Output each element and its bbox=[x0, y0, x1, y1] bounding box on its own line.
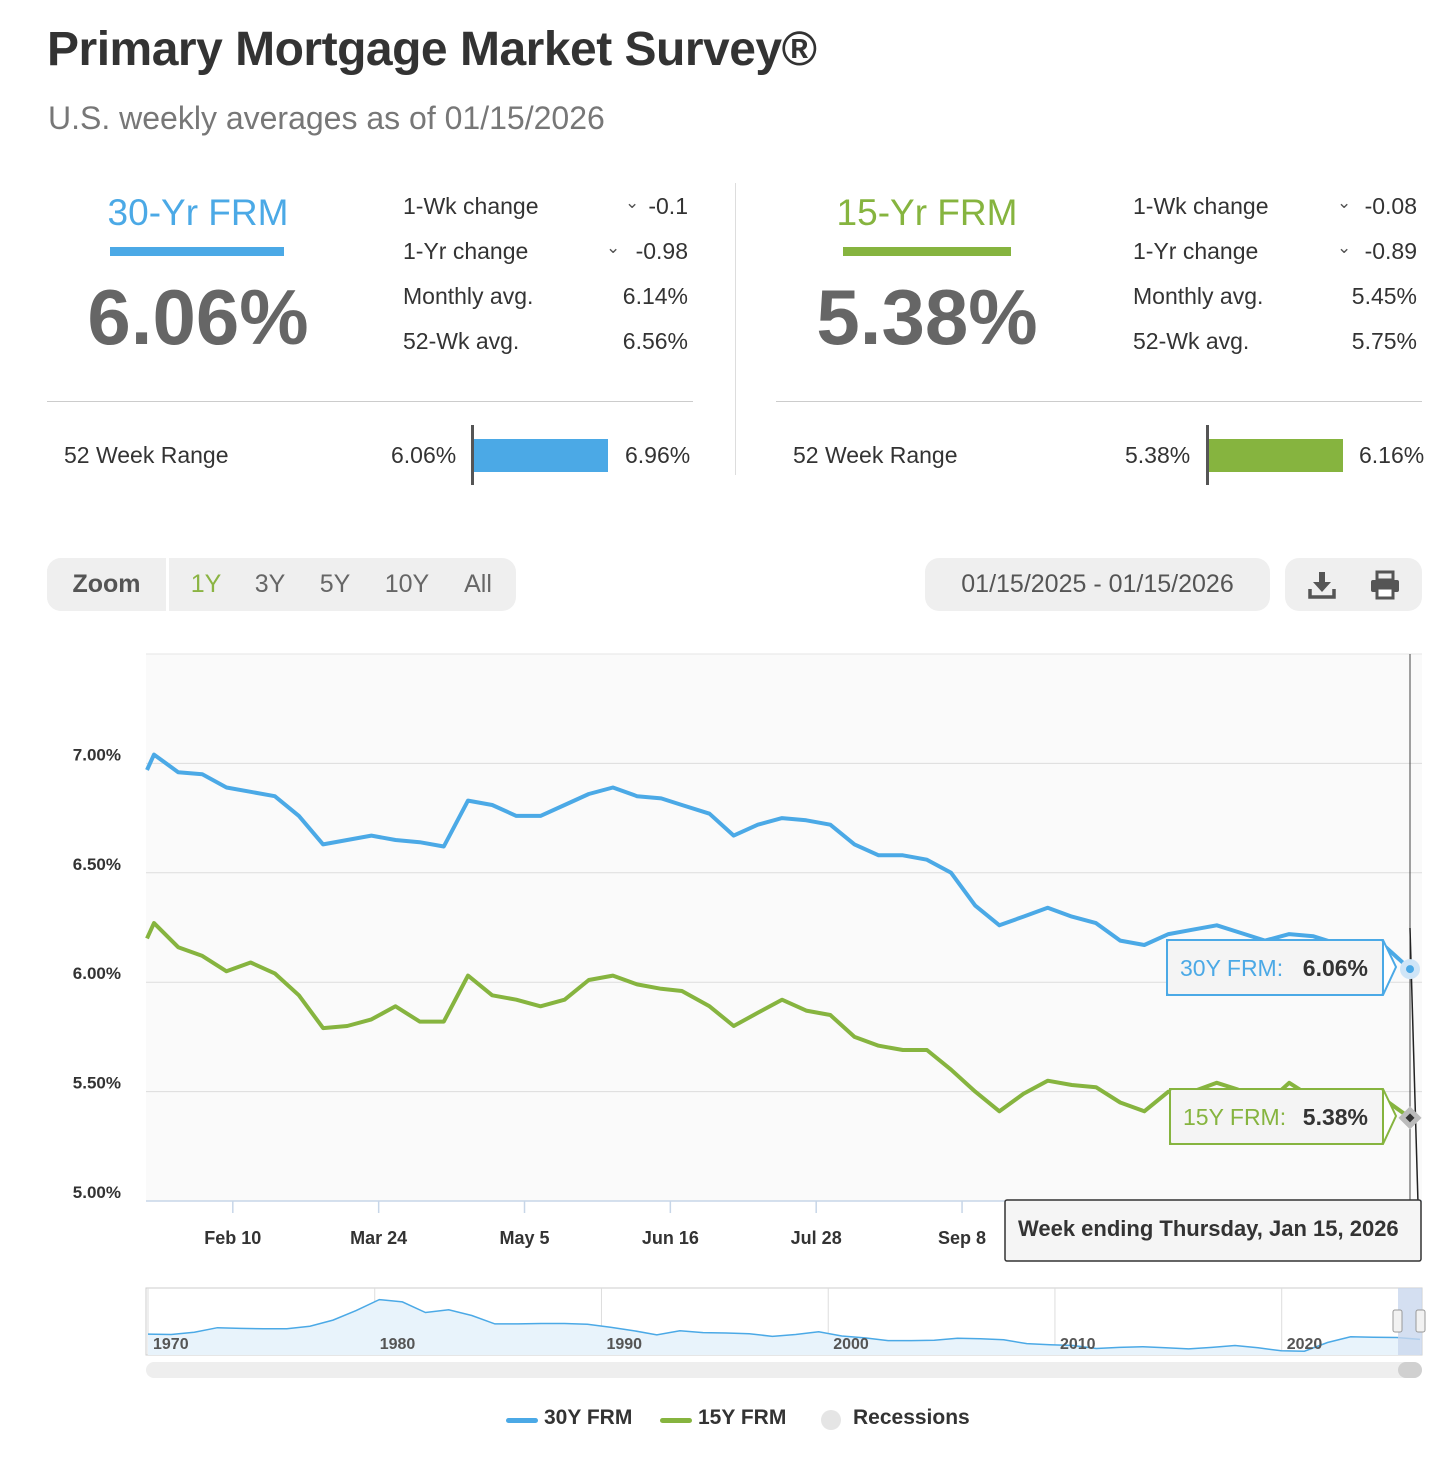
chevron-down-icon: ⌄ bbox=[625, 193, 640, 212]
frm30-range-bar bbox=[474, 439, 608, 472]
download-icon[interactable] bbox=[1306, 569, 1338, 601]
frm15-range-label: 52 Week Range bbox=[793, 442, 958, 468]
chevron-down-icon: ⌄ bbox=[1337, 193, 1352, 212]
tooltip-30y: 30Y FRM: 6.06% bbox=[1166, 939, 1398, 996]
frm15-stat-value: 5.45% bbox=[1351, 283, 1417, 309]
frm30-range-high: 6.96% bbox=[625, 442, 691, 468]
date-range-input[interactable]: 01/15/2025 - 01/15/2026 bbox=[925, 558, 1270, 611]
legend-15y-swatch bbox=[660, 1418, 692, 1423]
y-tick-label: 7.00% bbox=[73, 745, 121, 764]
y-tick-label: 6.50% bbox=[73, 855, 121, 874]
page-subtitle: U.S. weekly averages as of 01/15/2026 bbox=[48, 100, 605, 136]
legend-recessions[interactable]: Recessions bbox=[853, 1406, 970, 1429]
navigator-label: 1970 bbox=[153, 1336, 189, 1353]
frm30-rate: 6.06% bbox=[87, 273, 309, 361]
x-tick-label: Feb 10 bbox=[204, 1228, 261, 1248]
export-tools bbox=[1285, 558, 1422, 611]
frm15-stat-label: Monthly avg. bbox=[1133, 283, 1264, 309]
navigator-label: 2020 bbox=[1287, 1336, 1323, 1353]
series-15y-hover-point bbox=[1398, 1106, 1422, 1130]
y-tick-label: 5.00% bbox=[73, 1183, 121, 1202]
range-marker bbox=[471, 425, 474, 485]
chevron-down-icon: ⌄ bbox=[1337, 238, 1352, 257]
range-marker bbox=[1206, 425, 1209, 485]
chevron-down-icon: ⌄ bbox=[606, 238, 621, 257]
frm30-range-label: 52 Week Range bbox=[64, 442, 229, 468]
zoom-all-button[interactable]: All bbox=[464, 570, 492, 598]
frm15-color-bar bbox=[843, 247, 1011, 256]
frm30-stat-value: -0.98 bbox=[635, 238, 688, 264]
divider bbox=[776, 401, 1422, 402]
y-tick-label: 6.00% bbox=[73, 964, 121, 983]
series-30y-line[interactable] bbox=[145, 752, 1412, 971]
navigator-label: 2000 bbox=[833, 1336, 869, 1353]
tooltip-date-label: Week ending Thursday, Jan 15, 2026 bbox=[1018, 1216, 1399, 1241]
tooltip-30y-label: 30Y FRM: bbox=[1180, 955, 1283, 981]
tooltip-30y-value: 6.06% bbox=[1303, 955, 1368, 981]
navigator-label: 1980 bbox=[380, 1336, 416, 1353]
y-tick-label: 5.50% bbox=[73, 1074, 121, 1093]
frm30-name: 30-Yr FRM bbox=[107, 192, 289, 233]
frm15-stat-value: -0.08 bbox=[1364, 193, 1417, 219]
frm15-stat-label: 1-Yr change bbox=[1133, 238, 1259, 264]
zoom-label: Zoom bbox=[47, 558, 169, 611]
frm15-stat-label: 1-Wk change bbox=[1133, 193, 1269, 219]
main-chart[interactable]: 5.00% 5.50% 6.00% 6.50% 7.00% Feb 10 Mar 24 Ma… bbox=[0, 640, 1456, 1400]
zoom-3y-button[interactable]: 3Y bbox=[254, 570, 286, 598]
frm30-stat-label: 52-Wk avg. bbox=[403, 328, 520, 354]
frm30-stat-value: 6.56% bbox=[622, 328, 688, 354]
zoom-10y-button[interactable]: 10Y bbox=[384, 570, 430, 598]
frm15-stat-value: 5.75% bbox=[1351, 328, 1417, 354]
panel-divider bbox=[735, 183, 736, 475]
navigator-scrollbar-thumb[interactable] bbox=[1398, 1362, 1422, 1378]
tooltip-15y-label: 15Y FRM: bbox=[1183, 1104, 1286, 1130]
frm15-stat-label: 52-Wk avg. bbox=[1133, 328, 1250, 354]
navigator-area bbox=[148, 1299, 1420, 1355]
print-icon[interactable] bbox=[1368, 569, 1402, 601]
tooltip-date: Week ending Thursday, Jan 15, 2026 bbox=[1004, 1199, 1422, 1262]
legend-30y[interactable]: 30Y FRM bbox=[544, 1406, 633, 1429]
x-tick-label: Jul 28 bbox=[791, 1228, 842, 1248]
frm15-name: 15-Yr FRM bbox=[836, 192, 1018, 233]
divider bbox=[47, 401, 693, 402]
tooltip-15y-value: 5.38% bbox=[1303, 1104, 1368, 1130]
frm30-color-bar bbox=[110, 247, 284, 256]
x-tick-label: May 5 bbox=[499, 1228, 549, 1248]
frm30-stat-label: Monthly avg. bbox=[403, 283, 534, 309]
x-tick-label: Sep 8 bbox=[938, 1228, 986, 1248]
page-title: Primary Mortgage Market Survey® bbox=[47, 23, 817, 76]
navigator-handle-right[interactable] bbox=[1415, 1309, 1426, 1333]
frm30-stat-label: 1-Yr change bbox=[403, 238, 529, 264]
frm15-range-bar bbox=[1209, 439, 1343, 472]
navigator-scrollbar[interactable] bbox=[146, 1362, 1422, 1378]
frm30-stat-value: -0.1 bbox=[648, 193, 688, 219]
navigator-line bbox=[147, 1298, 1421, 1352]
frm30-stat-value: 6.14% bbox=[622, 283, 688, 309]
frm15-stat-value: -0.89 bbox=[1364, 238, 1417, 264]
zoom-1y-button[interactable]: 1Y bbox=[190, 570, 222, 598]
navigator-handle-left[interactable] bbox=[1392, 1309, 1403, 1333]
legend-15y[interactable]: 15Y FRM bbox=[698, 1406, 787, 1429]
legend-recessions-swatch bbox=[821, 1410, 841, 1430]
x-tick-label: Mar 24 bbox=[350, 1228, 407, 1248]
navigator[interactable]: 1970 1980 1990 2000 2010 2020 bbox=[145, 1287, 1426, 1378]
zoom-5y-button[interactable]: 5Y bbox=[319, 570, 351, 598]
frm15-range-low: 5.38% bbox=[1125, 442, 1191, 468]
series-30y-hover-point bbox=[1400, 959, 1420, 980]
legend-30y-swatch bbox=[506, 1418, 538, 1423]
navigator-label: 2010 bbox=[1060, 1336, 1096, 1353]
x-tick-label: Jun 16 bbox=[642, 1228, 699, 1248]
frm30-stat-label: 1-Wk change bbox=[403, 193, 539, 219]
frm15-rate: 5.38% bbox=[816, 273, 1038, 361]
frm15-range-high: 6.16% bbox=[1359, 442, 1425, 468]
frm30-range-low: 6.06% bbox=[391, 442, 457, 468]
tooltip-15y: 15Y FRM: 5.38% bbox=[1169, 1088, 1398, 1145]
navigator-label: 1990 bbox=[606, 1336, 642, 1353]
